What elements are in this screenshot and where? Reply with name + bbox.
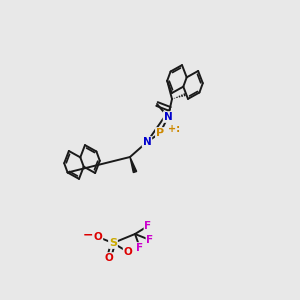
Text: O: O	[94, 232, 102, 242]
Text: O: O	[105, 253, 113, 263]
Text: F: F	[146, 235, 154, 245]
Text: O: O	[124, 247, 132, 257]
Text: +:: +:	[168, 124, 180, 134]
Text: F: F	[144, 221, 152, 231]
Polygon shape	[130, 157, 137, 172]
Text: N: N	[142, 137, 152, 147]
Text: N: N	[164, 112, 172, 122]
Text: S: S	[109, 238, 117, 248]
Text: P: P	[156, 128, 164, 138]
Text: F: F	[136, 243, 144, 253]
Text: −: −	[83, 229, 93, 242]
